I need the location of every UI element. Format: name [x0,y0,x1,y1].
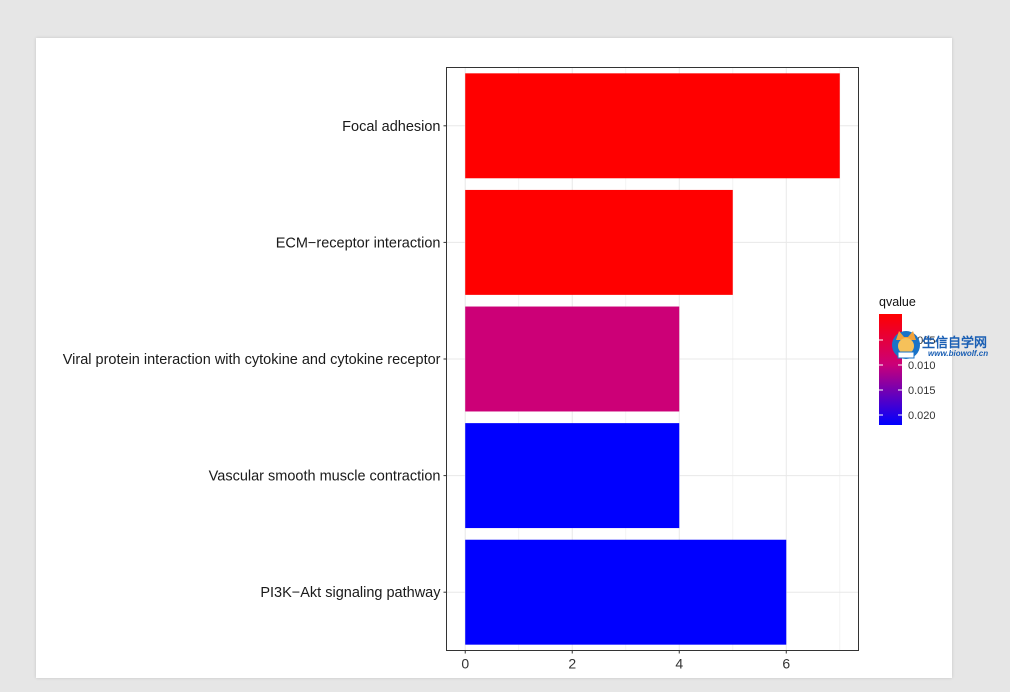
bar [465,189,733,295]
legend-tick-label: 0.010 [908,360,936,372]
legend-colorbar [879,314,902,425]
bar [465,423,680,529]
x-axis: 0 2 4 6 [461,650,790,672]
legend-tick-label: 0.020 [908,410,936,422]
watermark-url: www.biowolf.cn [928,349,988,358]
y-axis: Focal adhesion ECM−receptor interaction Vi… [63,119,447,601]
y-tick-label: ECM−receptor interaction [276,235,441,251]
y-tick-label: Focal adhesion [342,119,440,135]
x-tick-label: 2 [568,656,576,672]
y-tick-label: Viral protein interaction with cytokine … [63,352,441,368]
bars [465,73,840,645]
bar [465,306,680,412]
watermark-logo: 生信自学网 www.biowolf.cn [892,331,988,359]
bar [465,73,840,179]
bar [465,539,787,645]
x-tick-label: 6 [782,656,790,672]
y-tick-label: Vascular smooth muscle contraction [209,469,441,485]
legend-tick-label: 0.015 [908,385,936,397]
legend-title: qvalue [879,295,916,309]
y-tick-label: PI3K−Akt signaling pathway [260,585,441,601]
x-tick-label: 0 [461,656,469,672]
x-tick-label: 4 [675,656,683,672]
watermark-title: 生信自学网 [922,335,987,350]
